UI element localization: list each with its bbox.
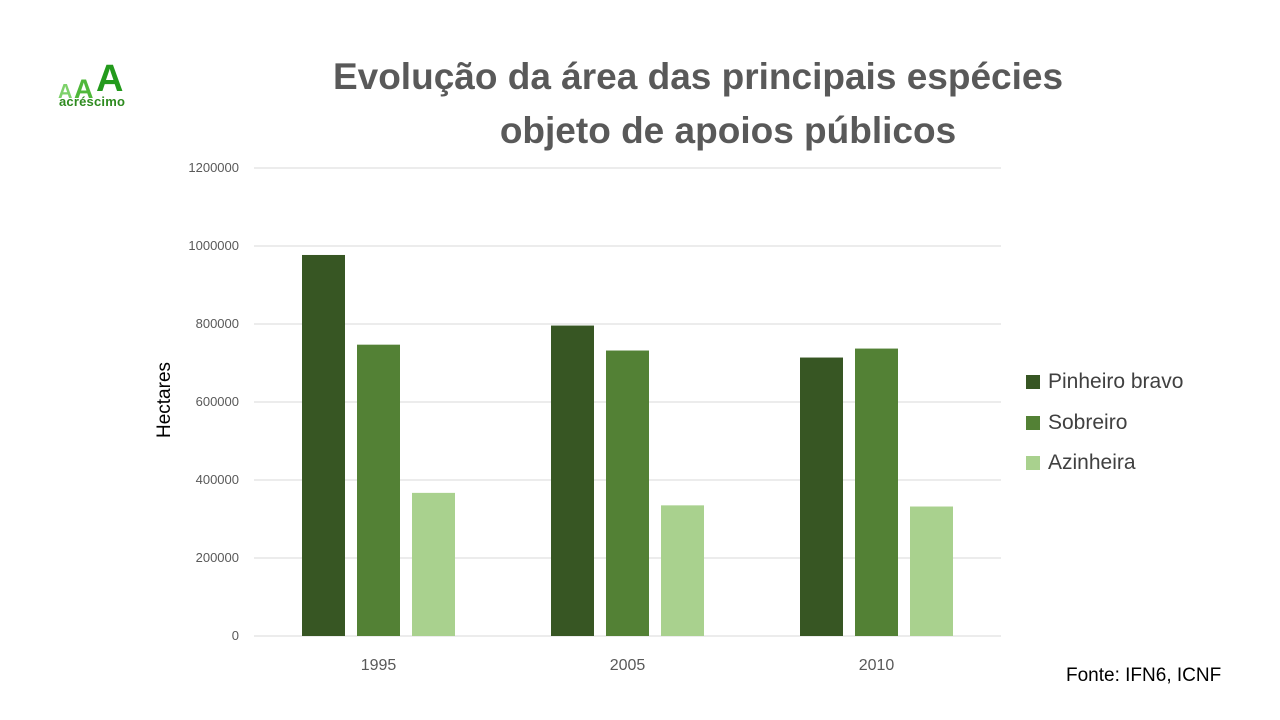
bar-pinheiro-bravo-2010 — [800, 357, 843, 636]
logo-letter-medium: A — [74, 74, 94, 104]
bar-azinheira-1995 — [412, 492, 455, 636]
x-tick-label: 1995 — [361, 657, 397, 674]
bar-sobreiro-2010 — [855, 348, 898, 636]
legend-swatch — [1026, 415, 1040, 430]
y-tick-label: 1000000 — [188, 238, 239, 253]
chart-title-line-1: Evolução da área das principais espécies — [332, 56, 1064, 97]
legend-item: Azinheira — [1026, 443, 1183, 484]
y-tick-label: 800000 — [196, 316, 239, 331]
legend-label: Pinheiro bravo — [1048, 370, 1184, 394]
y-tick-label: 200000 — [196, 550, 239, 565]
bar-sobreiro-1995 — [357, 344, 400, 636]
legend-item: Pinheiro bravo — [1026, 362, 1183, 403]
bar-sobreiro-2005 — [606, 350, 649, 636]
x-tick-labels: 1995 2005 2010 — [361, 657, 895, 674]
legend-swatch — [1026, 456, 1040, 471]
bars — [302, 254, 953, 636]
legend-item: Sobreiro — [1026, 403, 1183, 444]
x-tick-label: 2005 — [610, 657, 646, 674]
y-axis-title: Hectares — [154, 361, 175, 439]
x-tick-label: 2010 — [859, 657, 895, 674]
legend-label: Azinheira — [1048, 451, 1136, 475]
source-note: Fonte: IFN6, ICNF — [1066, 665, 1222, 686]
y-tick-label: 1200000 — [188, 160, 239, 175]
bar-pinheiro-bravo-2005 — [551, 325, 594, 636]
y-tick-label: 600000 — [196, 394, 239, 409]
logo-letter-small: A — [58, 81, 72, 103]
bar-azinheira-2005 — [661, 505, 704, 636]
legend-swatch — [1026, 375, 1040, 390]
logo-letter-large: A — [96, 58, 123, 100]
bar-azinheira-2010 — [910, 506, 953, 636]
legend: Pinheiro bravo Sobreiro Azinheira — [1026, 362, 1183, 484]
y-tick-labels: 0 200000 400000 600000 800000 1000000 1200000 — [188, 160, 239, 643]
logo-text: acréscimo — [59, 94, 126, 109]
legend-label: Sobreiro — [1048, 410, 1128, 434]
y-tick-label: 0 — [232, 628, 239, 643]
y-tick-label: 400000 — [196, 472, 239, 487]
chart-title: Evolução da área das principais espécies… — [300, 50, 1096, 158]
chart-title-line-2: objeto de apoios públicos — [499, 110, 957, 151]
bar-pinheiro-bravo-1995 — [302, 254, 345, 636]
acrescimo-logo: A A A — [58, 58, 123, 104]
